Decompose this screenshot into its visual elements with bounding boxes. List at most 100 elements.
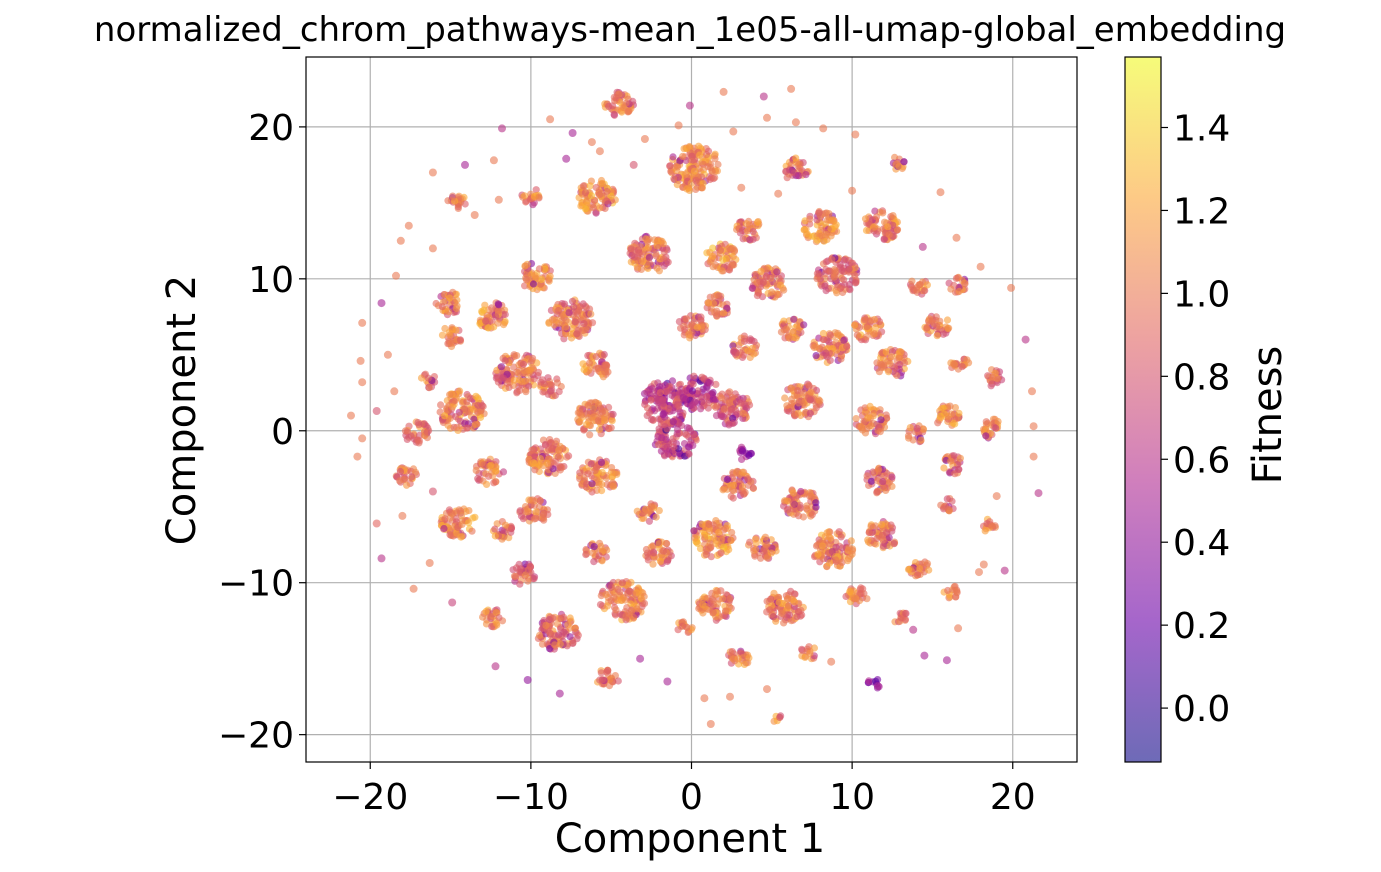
scatter-point xyxy=(674,395,682,403)
scatter-point xyxy=(655,507,663,515)
scatter-point xyxy=(449,403,457,411)
scatter-point xyxy=(941,502,949,510)
scatter-point xyxy=(689,380,697,388)
scatter-point xyxy=(706,379,714,387)
scatter-point xyxy=(610,594,618,602)
scatter-point xyxy=(555,446,563,454)
scatter-point xyxy=(933,332,941,340)
scatter-point xyxy=(542,621,550,630)
scatter-point xyxy=(958,276,966,284)
scatter-point xyxy=(796,501,804,509)
scatter-point xyxy=(832,221,840,229)
scatter-point xyxy=(463,424,471,432)
scatter-point xyxy=(649,542,657,550)
scatter-point xyxy=(786,166,794,174)
scatter-point xyxy=(763,554,771,562)
scatter-point xyxy=(472,466,480,474)
scatter-point xyxy=(876,428,884,436)
scatter-point xyxy=(523,676,532,684)
scatter-point xyxy=(947,457,955,465)
x-tick-label: −20 xyxy=(332,777,408,818)
scatter-point xyxy=(580,426,588,434)
scatter-point xyxy=(837,533,845,541)
scatter-point xyxy=(857,584,865,592)
scatter-point xyxy=(498,124,506,133)
scatter-point xyxy=(491,532,499,540)
scatter-point xyxy=(492,313,500,321)
y-tick-label: 0 xyxy=(271,412,294,453)
scatter-point xyxy=(900,158,908,166)
scatter-point xyxy=(763,541,771,549)
scatter-point xyxy=(503,379,511,387)
scatter-point xyxy=(806,215,814,223)
scatter-point xyxy=(685,450,693,458)
scatter-point xyxy=(541,265,549,273)
scatter-point xyxy=(871,522,880,530)
scatter-point xyxy=(863,595,871,603)
scatter-point xyxy=(396,236,405,245)
scatter-point xyxy=(650,549,658,557)
scatter-point xyxy=(539,510,547,518)
scatter-point xyxy=(738,468,746,476)
scatter-point xyxy=(468,527,476,535)
colorbar-gradient xyxy=(1124,56,1162,763)
scatter-point xyxy=(816,344,824,353)
scatter-point xyxy=(908,277,916,285)
scatter-point xyxy=(766,606,774,614)
scatter-point xyxy=(715,528,723,537)
scatter-point xyxy=(879,536,887,544)
y-axis-label: Component 2 xyxy=(159,275,205,545)
scatter-point xyxy=(522,388,530,396)
scatter-point xyxy=(420,420,428,428)
scatter-point xyxy=(499,374,507,382)
scatter-point xyxy=(753,292,762,300)
scatter-point xyxy=(663,677,672,686)
scatter-point xyxy=(447,339,455,347)
colorbar-tick-label: 0.8 xyxy=(1173,357,1230,398)
scatter-point xyxy=(774,189,783,198)
scatter-point xyxy=(840,276,848,284)
scatter-point xyxy=(536,455,545,463)
scatter-point xyxy=(521,192,529,200)
scatter-point xyxy=(824,549,833,558)
scatter-point xyxy=(657,447,666,455)
scatter-point xyxy=(944,324,952,333)
scatter-point xyxy=(777,712,785,720)
scatter-point xyxy=(519,360,528,368)
scatter-point xyxy=(589,549,597,557)
scatter-point xyxy=(673,426,682,434)
scatter-point xyxy=(790,315,798,323)
scatter-point xyxy=(510,376,519,384)
scatter-point xyxy=(848,186,857,195)
scatter-point xyxy=(992,492,1001,501)
scatter-point xyxy=(802,504,810,513)
scatter-point xyxy=(888,353,896,361)
scatter-point xyxy=(358,318,367,327)
scatter-point xyxy=(583,420,591,429)
scatter-point xyxy=(812,386,821,394)
scatter-point xyxy=(450,397,458,405)
scatter-point xyxy=(597,458,606,466)
scatter-point xyxy=(709,596,717,604)
scatter-point xyxy=(936,407,944,415)
scatter-point xyxy=(614,677,622,685)
scatter-point xyxy=(749,484,757,492)
scatter-point xyxy=(565,452,573,460)
scatter-point xyxy=(728,393,736,401)
scatter-point xyxy=(474,396,482,404)
scatter-point xyxy=(869,468,877,476)
scatter-point xyxy=(729,127,738,136)
scatter-point xyxy=(878,363,886,372)
scatter-point xyxy=(453,296,461,304)
scatter-point xyxy=(690,527,698,535)
scatter-point xyxy=(598,487,606,495)
scatter-point xyxy=(652,250,660,258)
scatter-point xyxy=(807,388,815,396)
scatter-point xyxy=(661,381,669,389)
scatter-point xyxy=(554,306,563,315)
scatter-point xyxy=(529,354,537,362)
scatter-point xyxy=(729,494,737,502)
scatter-point xyxy=(675,402,683,410)
scatter-point xyxy=(744,227,752,235)
